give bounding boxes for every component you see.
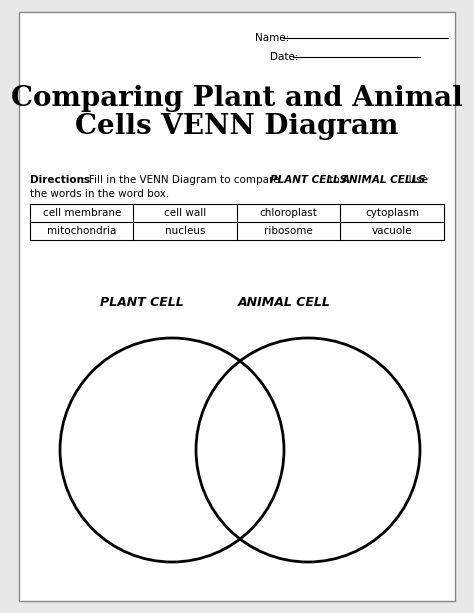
Text: : Fill in the VENN Diagram to compare: : Fill in the VENN Diagram to compare — [82, 175, 283, 185]
Text: Name:: Name: — [255, 33, 289, 43]
Text: Date:: Date: — [270, 52, 299, 62]
Text: vacuole: vacuole — [372, 226, 412, 236]
Text: mitochondria: mitochondria — [47, 226, 117, 236]
Text: PLANT CELLS: PLANT CELLS — [270, 175, 347, 185]
Text: chloroplast: chloroplast — [260, 208, 318, 218]
Text: Comparing Plant and Animal: Comparing Plant and Animal — [11, 85, 463, 112]
Text: cell membrane: cell membrane — [43, 208, 121, 218]
Text: cytoplasm: cytoplasm — [365, 208, 419, 218]
Text: ANIMAL CELLS: ANIMAL CELLS — [342, 175, 427, 185]
Text: cell wall: cell wall — [164, 208, 206, 218]
Text: Cells VENN Diagram: Cells VENN Diagram — [75, 113, 399, 140]
Text: to: to — [326, 175, 343, 185]
Text: ribosome: ribosome — [264, 226, 313, 236]
Text: . Use: . Use — [402, 175, 428, 185]
Text: nucleus: nucleus — [165, 226, 206, 236]
Text: ANIMAL CELL: ANIMAL CELL — [238, 295, 331, 308]
Text: Directions: Directions — [30, 175, 90, 185]
Text: PLANT CELL: PLANT CELL — [100, 295, 184, 308]
Text: the words in the word box.: the words in the word box. — [30, 189, 169, 199]
